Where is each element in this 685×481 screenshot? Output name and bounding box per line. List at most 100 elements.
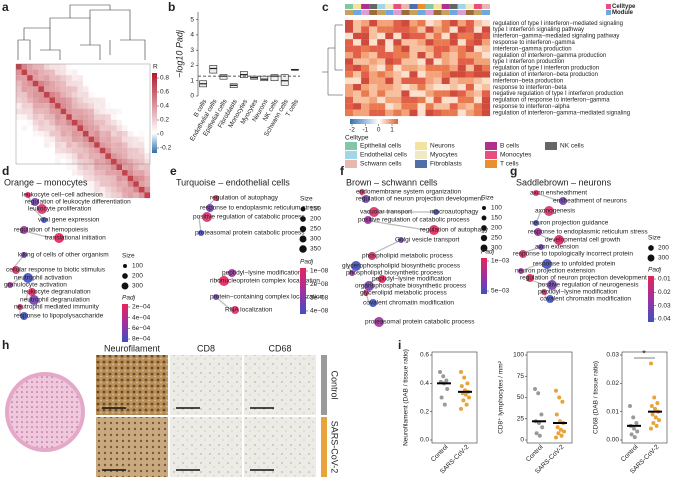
- heatmap-cell: [99, 186, 106, 193]
- point: [556, 431, 561, 436]
- heatmap-cell: [66, 86, 72, 93]
- heatmap-cell: [481, 58, 491, 65]
- heatmap-cell: [83, 86, 89, 93]
- legend-swatch: [545, 142, 557, 150]
- y-tick-label: 4: [190, 32, 194, 39]
- heatmap-cell: [66, 80, 72, 87]
- heatmap-cell: [481, 64, 491, 72]
- point: [562, 429, 566, 434]
- term-label: organophosphate biosynthetic process: [355, 283, 467, 290]
- term-label: endomembrane system organization: [356, 189, 462, 196]
- heatmap-cell: [345, 64, 354, 72]
- heatmap-cell: [71, 170, 78, 176]
- heatmap-cell: [122, 136, 128, 143]
- padj-tick-label: 4e−04: [132, 314, 151, 321]
- heatmap-cell: [21, 158, 28, 165]
- heatmap-cell: [77, 69, 84, 76]
- heatmap-cell: [105, 97, 112, 104]
- heatmap-cell: [144, 69, 151, 76]
- heatmap-cell: [122, 186, 128, 193]
- heatmap-cell: [49, 175, 56, 182]
- size-legend-dot: [648, 245, 654, 251]
- heatmap-cell: [449, 32, 458, 40]
- heatmap-cell: [60, 80, 67, 87]
- heatmap-cell: [71, 181, 78, 187]
- heatmap-cell: [116, 164, 123, 171]
- heatmap-cell: [88, 97, 95, 104]
- heatmap-cell: [127, 97, 134, 104]
- heatmap-cell: [385, 96, 394, 104]
- heatmap-cell: [425, 64, 434, 72]
- heatmap-cell: [16, 80, 22, 87]
- heatmap-cell: [32, 103, 39, 109]
- heatmap-cell: [433, 58, 442, 65]
- term-label: positive regulation of catabolic process: [193, 214, 305, 221]
- heatmap-cell: [27, 181, 33, 187]
- term-label: type I interferon production: [493, 59, 564, 65]
- node: [369, 207, 379, 217]
- heatmap-cell: [369, 32, 378, 40]
- y-tick-label: 0.4: [420, 380, 429, 387]
- heatmap-cell: [94, 91, 100, 98]
- heatmap-cell: [110, 147, 117, 154]
- heatmap-cell: [144, 192, 151, 199]
- heatmap-cell: [77, 170, 84, 176]
- heatmap-cell: [409, 52, 418, 59]
- heatmap-cell: [465, 32, 474, 40]
- y-tick-label: 100: [513, 352, 524, 359]
- heatmap-cell: [127, 108, 134, 115]
- heatmap-cell: [345, 58, 354, 65]
- heatmap-cell: [144, 147, 151, 154]
- heatmap-cell: [433, 26, 442, 33]
- size-legend-label: 250: [491, 235, 502, 242]
- heatmap-cell: [441, 77, 450, 85]
- annotation-bar: [409, 4, 418, 9]
- heatmap-cell: [409, 64, 418, 72]
- legend-swatch: [485, 151, 497, 159]
- heatmap-cell: [88, 103, 95, 109]
- annotation-bar: [441, 10, 450, 15]
- heatmap-cell: [105, 186, 112, 193]
- heatmap-cell: [133, 181, 139, 187]
- heatmap-cell: [27, 103, 33, 109]
- x-tick-label: Control: [620, 443, 640, 463]
- group-label: Control: [330, 370, 340, 399]
- heatmap-cell: [144, 186, 151, 193]
- heatmap-cell: [425, 39, 434, 46]
- heatmap-cell: [457, 77, 466, 85]
- he-section: [5, 372, 85, 452]
- padj-tick-label: 8e−04: [132, 336, 151, 343]
- heatmap-cell: [457, 26, 466, 33]
- annotation-bar: [385, 10, 394, 15]
- heatmap-cell: [393, 45, 402, 53]
- heatmap-cell: [88, 75, 95, 81]
- panel-title: Turquoise – endothelial cells: [176, 177, 290, 187]
- legend-swatch: [415, 160, 427, 168]
- heatmap-cell: [465, 52, 474, 59]
- heatmap-cell: [43, 142, 50, 148]
- heatmap-cell: [60, 131, 67, 137]
- heatmap-cell: [353, 77, 362, 85]
- heatmap-cell: [43, 114, 50, 120]
- heatmap-cell: [16, 175, 22, 182]
- group-bar: [321, 355, 327, 415]
- heatmap-cell: [133, 114, 139, 120]
- panel-label: i: [398, 338, 401, 352]
- point: [651, 421, 656, 425]
- heatmap-cell: [71, 153, 78, 160]
- heatmap-cell: [473, 32, 483, 40]
- heatmap-cell: [425, 71, 434, 78]
- heatmap-cell: [88, 119, 95, 126]
- micrograph: [170, 355, 242, 415]
- heatmap-cell: [116, 64, 123, 70]
- heatmap-cell: [433, 64, 442, 72]
- heatmap-cell: [49, 64, 56, 70]
- heatmap-cell: [417, 96, 426, 104]
- heatmap-cell: [21, 131, 28, 137]
- heatmap-cell: [393, 77, 402, 85]
- heatmap-cell: [353, 64, 362, 72]
- heatmap-cell: [77, 153, 84, 160]
- heatmap-cell: [55, 175, 61, 182]
- annotation-bar: [473, 4, 482, 9]
- heatmap-cell: [369, 64, 378, 72]
